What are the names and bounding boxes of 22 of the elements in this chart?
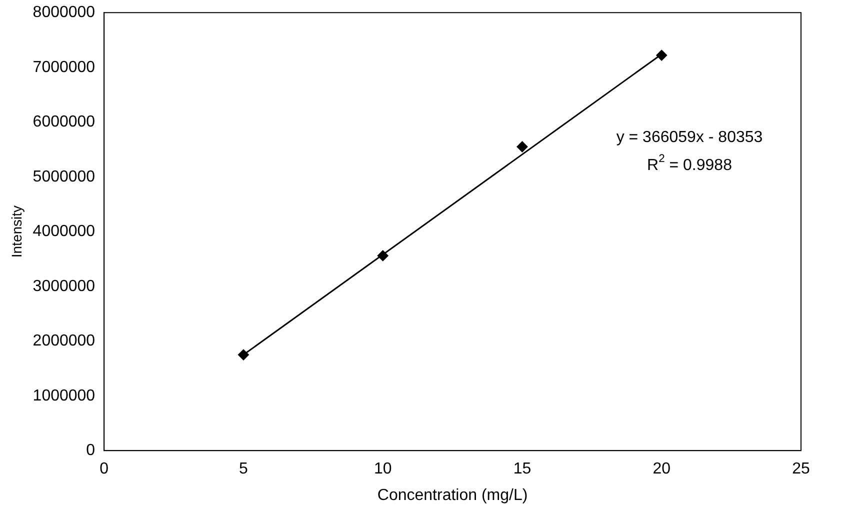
y-tick-label: 8000000 [32, 4, 96, 22]
y-tick-label: 3000000 [32, 278, 96, 295]
y-tick-label: 1000000 [32, 387, 96, 404]
annotation: y = 366059x - 80353 [616, 128, 763, 146]
y-tick-label: 7000000 [32, 58, 96, 76]
x-tick-label: 0 [100, 460, 109, 478]
point [516, 141, 528, 152]
x-tick-label: 20 [652, 460, 671, 478]
y-tick-label: 2000000 [32, 332, 96, 350]
x-axis-title: Concentration (mg/L) [377, 486, 528, 504]
y-tick-label: 0 [86, 442, 96, 460]
y-tick-label: 6000000 [32, 114, 96, 131]
x-tick-label: 10 [374, 460, 392, 478]
y-tick-label: 4000000 [32, 223, 96, 240]
x-tick-label: 5 [239, 460, 248, 478]
y-axis-title: Intensity [8, 206, 24, 258]
point [238, 349, 249, 360]
y-tick-label: 5000000 [32, 168, 96, 186]
point [656, 50, 668, 61]
x-tick-label: 25 [792, 460, 810, 478]
point [377, 250, 388, 262]
x-tick-label: 15 [513, 460, 532, 478]
